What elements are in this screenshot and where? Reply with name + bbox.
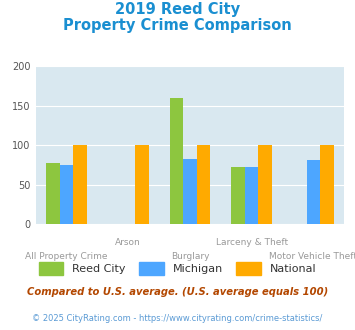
Bar bbox=[46, 163, 60, 224]
Text: All Property Crime: All Property Crime bbox=[25, 252, 108, 261]
Text: Larceny & Theft: Larceny & Theft bbox=[215, 238, 288, 247]
Bar bbox=[320, 145, 334, 224]
Legend: Reed City, Michigan, National: Reed City, Michigan, National bbox=[34, 258, 321, 279]
Bar bbox=[73, 145, 87, 224]
Bar bbox=[183, 159, 197, 224]
Bar bbox=[60, 165, 73, 224]
Bar bbox=[170, 98, 183, 224]
Text: Motor Vehicle Theft: Motor Vehicle Theft bbox=[269, 252, 355, 261]
Bar bbox=[307, 160, 320, 224]
Text: Burglary: Burglary bbox=[171, 252, 209, 261]
Text: 2019 Reed City: 2019 Reed City bbox=[115, 2, 240, 16]
Bar bbox=[197, 145, 210, 224]
Bar bbox=[135, 145, 148, 224]
Bar bbox=[245, 167, 258, 224]
Text: Compared to U.S. average. (U.S. average equals 100): Compared to U.S. average. (U.S. average … bbox=[27, 287, 328, 297]
Text: Arson: Arson bbox=[115, 238, 141, 247]
Text: Property Crime Comparison: Property Crime Comparison bbox=[63, 18, 292, 33]
Bar bbox=[231, 167, 245, 224]
Text: © 2025 CityRating.com - https://www.cityrating.com/crime-statistics/: © 2025 CityRating.com - https://www.city… bbox=[32, 314, 323, 323]
Bar bbox=[258, 145, 272, 224]
